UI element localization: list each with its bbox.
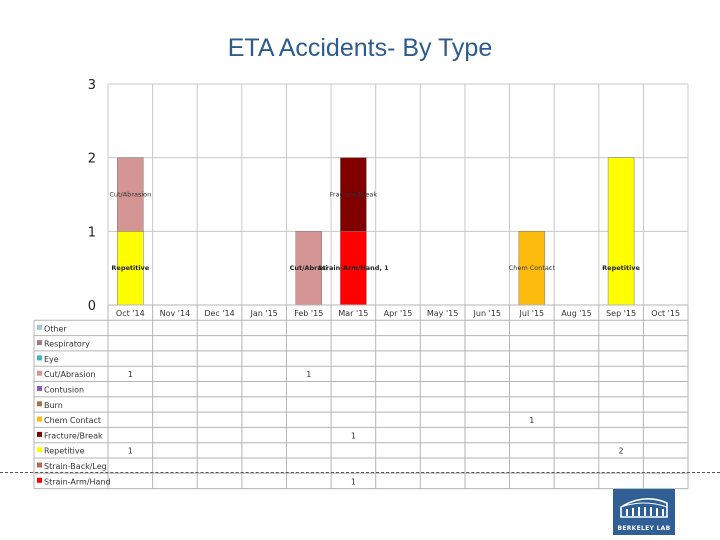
legend-label: Strain-Back/Leg bbox=[44, 462, 107, 471]
legend-swatch bbox=[37, 401, 42, 407]
legend-swatch bbox=[37, 324, 42, 330]
x-category-label: Oct '14 bbox=[116, 309, 145, 318]
legend-swatch bbox=[37, 355, 42, 361]
slide-title: ETA Accidents- By Type bbox=[227, 34, 493, 62]
data-table: Oct '14 Nov '14 Dec '14 Jan '15 Feb '15 Mar '… bbox=[33, 304, 689, 490]
bar-segment bbox=[340, 157, 367, 232]
bar-data-label: Strain-Arm/Hand, 1 bbox=[318, 264, 389, 272]
bar-data-label: Cut/Abrasi bbox=[290, 264, 328, 272]
x-category-label: May '15 bbox=[427, 309, 458, 318]
table-value: 1 bbox=[529, 416, 534, 425]
legend-swatch bbox=[37, 416, 42, 422]
y-tick-label: 3 bbox=[88, 78, 96, 93]
x-category-label: Jan '15 bbox=[250, 309, 278, 318]
bar-data-label: Fracture/Break bbox=[330, 190, 378, 198]
legend-swatch bbox=[37, 462, 42, 468]
table-value: 1 bbox=[128, 370, 133, 379]
legend-swatch bbox=[37, 340, 42, 346]
legend-label: Respiratory bbox=[44, 340, 90, 349]
bar-segment bbox=[295, 231, 323, 306]
legend-swatch bbox=[37, 477, 42, 483]
x-category-label: Mar '15 bbox=[338, 309, 368, 318]
berkeley-lab-logo: BERKELEY LAB bbox=[613, 489, 675, 535]
y-axis-ticks: 0 1 2 3 bbox=[88, 78, 96, 314]
table-value: 1 bbox=[306, 370, 311, 379]
y-tick-label: 1 bbox=[88, 225, 96, 240]
footer-divider bbox=[0, 472, 720, 473]
legend-label: Eye bbox=[44, 355, 59, 364]
table-value: 2 bbox=[619, 447, 624, 456]
legend-swatch bbox=[37, 370, 42, 376]
legend-label: Repetitive bbox=[44, 447, 85, 456]
legend-swatch bbox=[37, 431, 42, 437]
bar-segment bbox=[117, 231, 144, 306]
x-category-label: Jul '15 bbox=[519, 309, 545, 318]
legend-label: Other bbox=[44, 324, 67, 333]
x-category-label: Nov '14 bbox=[160, 309, 191, 318]
legend-swatch bbox=[37, 447, 42, 453]
legend-label: Burn bbox=[44, 401, 63, 410]
x-category-label: Aug '15 bbox=[561, 309, 592, 318]
y-tick-label: 0 bbox=[88, 299, 96, 314]
chart-bars bbox=[117, 157, 635, 306]
legend-label: Contusion bbox=[44, 386, 84, 395]
x-category-label: Jun '15 bbox=[473, 309, 501, 318]
y-tick-label: 2 bbox=[88, 152, 96, 167]
bar-data-label: Chem Contact bbox=[509, 264, 556, 272]
bar-data-label: Repetitive bbox=[602, 264, 640, 272]
bar-data-label: Cut/Abrasion bbox=[109, 190, 151, 198]
logo-text: BERKELEY LAB bbox=[617, 525, 671, 532]
legend-label: Cut/Abrasion bbox=[44, 370, 96, 379]
x-category-label: Oct '15 bbox=[651, 309, 680, 318]
chart-bar-labels: Repetitive Cut/Abrasion Cut/AbrasiStrain-A… bbox=[109, 190, 640, 272]
legend-swatch bbox=[37, 386, 42, 391]
bar-data-label: Repetitive bbox=[111, 264, 149, 272]
table-value: 1 bbox=[351, 431, 356, 440]
x-category-label: Feb '15 bbox=[294, 309, 323, 318]
lab-building-icon bbox=[620, 498, 668, 518]
bar-segment bbox=[117, 157, 144, 232]
legend-label: Fracture/Break bbox=[44, 431, 103, 440]
legend-label: Chem Contact bbox=[44, 416, 101, 425]
chart-grid bbox=[107, 83, 689, 306]
x-category-label: Sep '15 bbox=[606, 309, 636, 318]
x-category-label: Apr '15 bbox=[384, 309, 413, 318]
legend-label: Strain-Arm/Hand bbox=[44, 477, 111, 486]
bar-segment bbox=[607, 157, 635, 306]
table-value: 1 bbox=[351, 477, 356, 486]
table-value: 1 bbox=[128, 447, 133, 456]
x-category-label: Dec '14 bbox=[204, 309, 234, 318]
